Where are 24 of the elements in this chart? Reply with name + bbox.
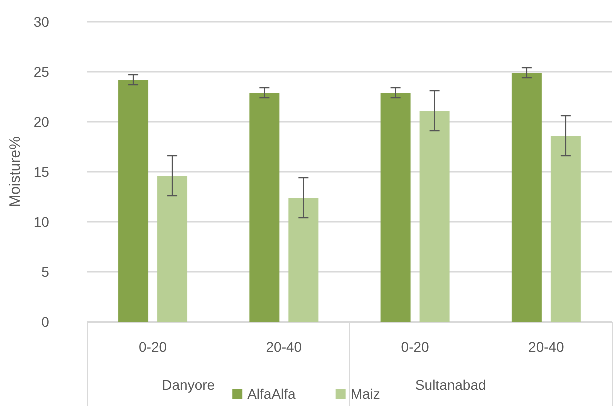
bar: [250, 93, 280, 322]
bar: [288, 198, 319, 322]
y-tick-label: 10: [34, 214, 50, 230]
x-tick-label: 20-40: [266, 339, 302, 355]
bar: [158, 176, 188, 322]
bar: [512, 73, 542, 322]
x-tick-label: 20-40: [528, 339, 565, 355]
bar: [380, 93, 411, 322]
y-tick-label: 25: [34, 64, 50, 80]
bar: [550, 136, 581, 322]
x-tick-label: 0-20: [401, 339, 430, 355]
y-tick-label: 30: [34, 14, 50, 30]
x-tick-label: 0-20: [139, 339, 168, 355]
bar: [118, 80, 149, 322]
legend-label: AlfaAlfa: [248, 386, 296, 402]
text: Danyore: [162, 377, 216, 393]
y-axis-title: Moisture%: [7, 136, 24, 208]
y-tick-label: 15: [34, 164, 50, 180]
text: Sultanabad: [415, 377, 486, 393]
bar: [420, 111, 450, 322]
legend-label: Maiz: [350, 386, 380, 402]
y-tick-label: 0: [42, 314, 50, 330]
y-tick-label: 5: [42, 264, 50, 280]
y-tick-label: 20: [34, 114, 50, 130]
